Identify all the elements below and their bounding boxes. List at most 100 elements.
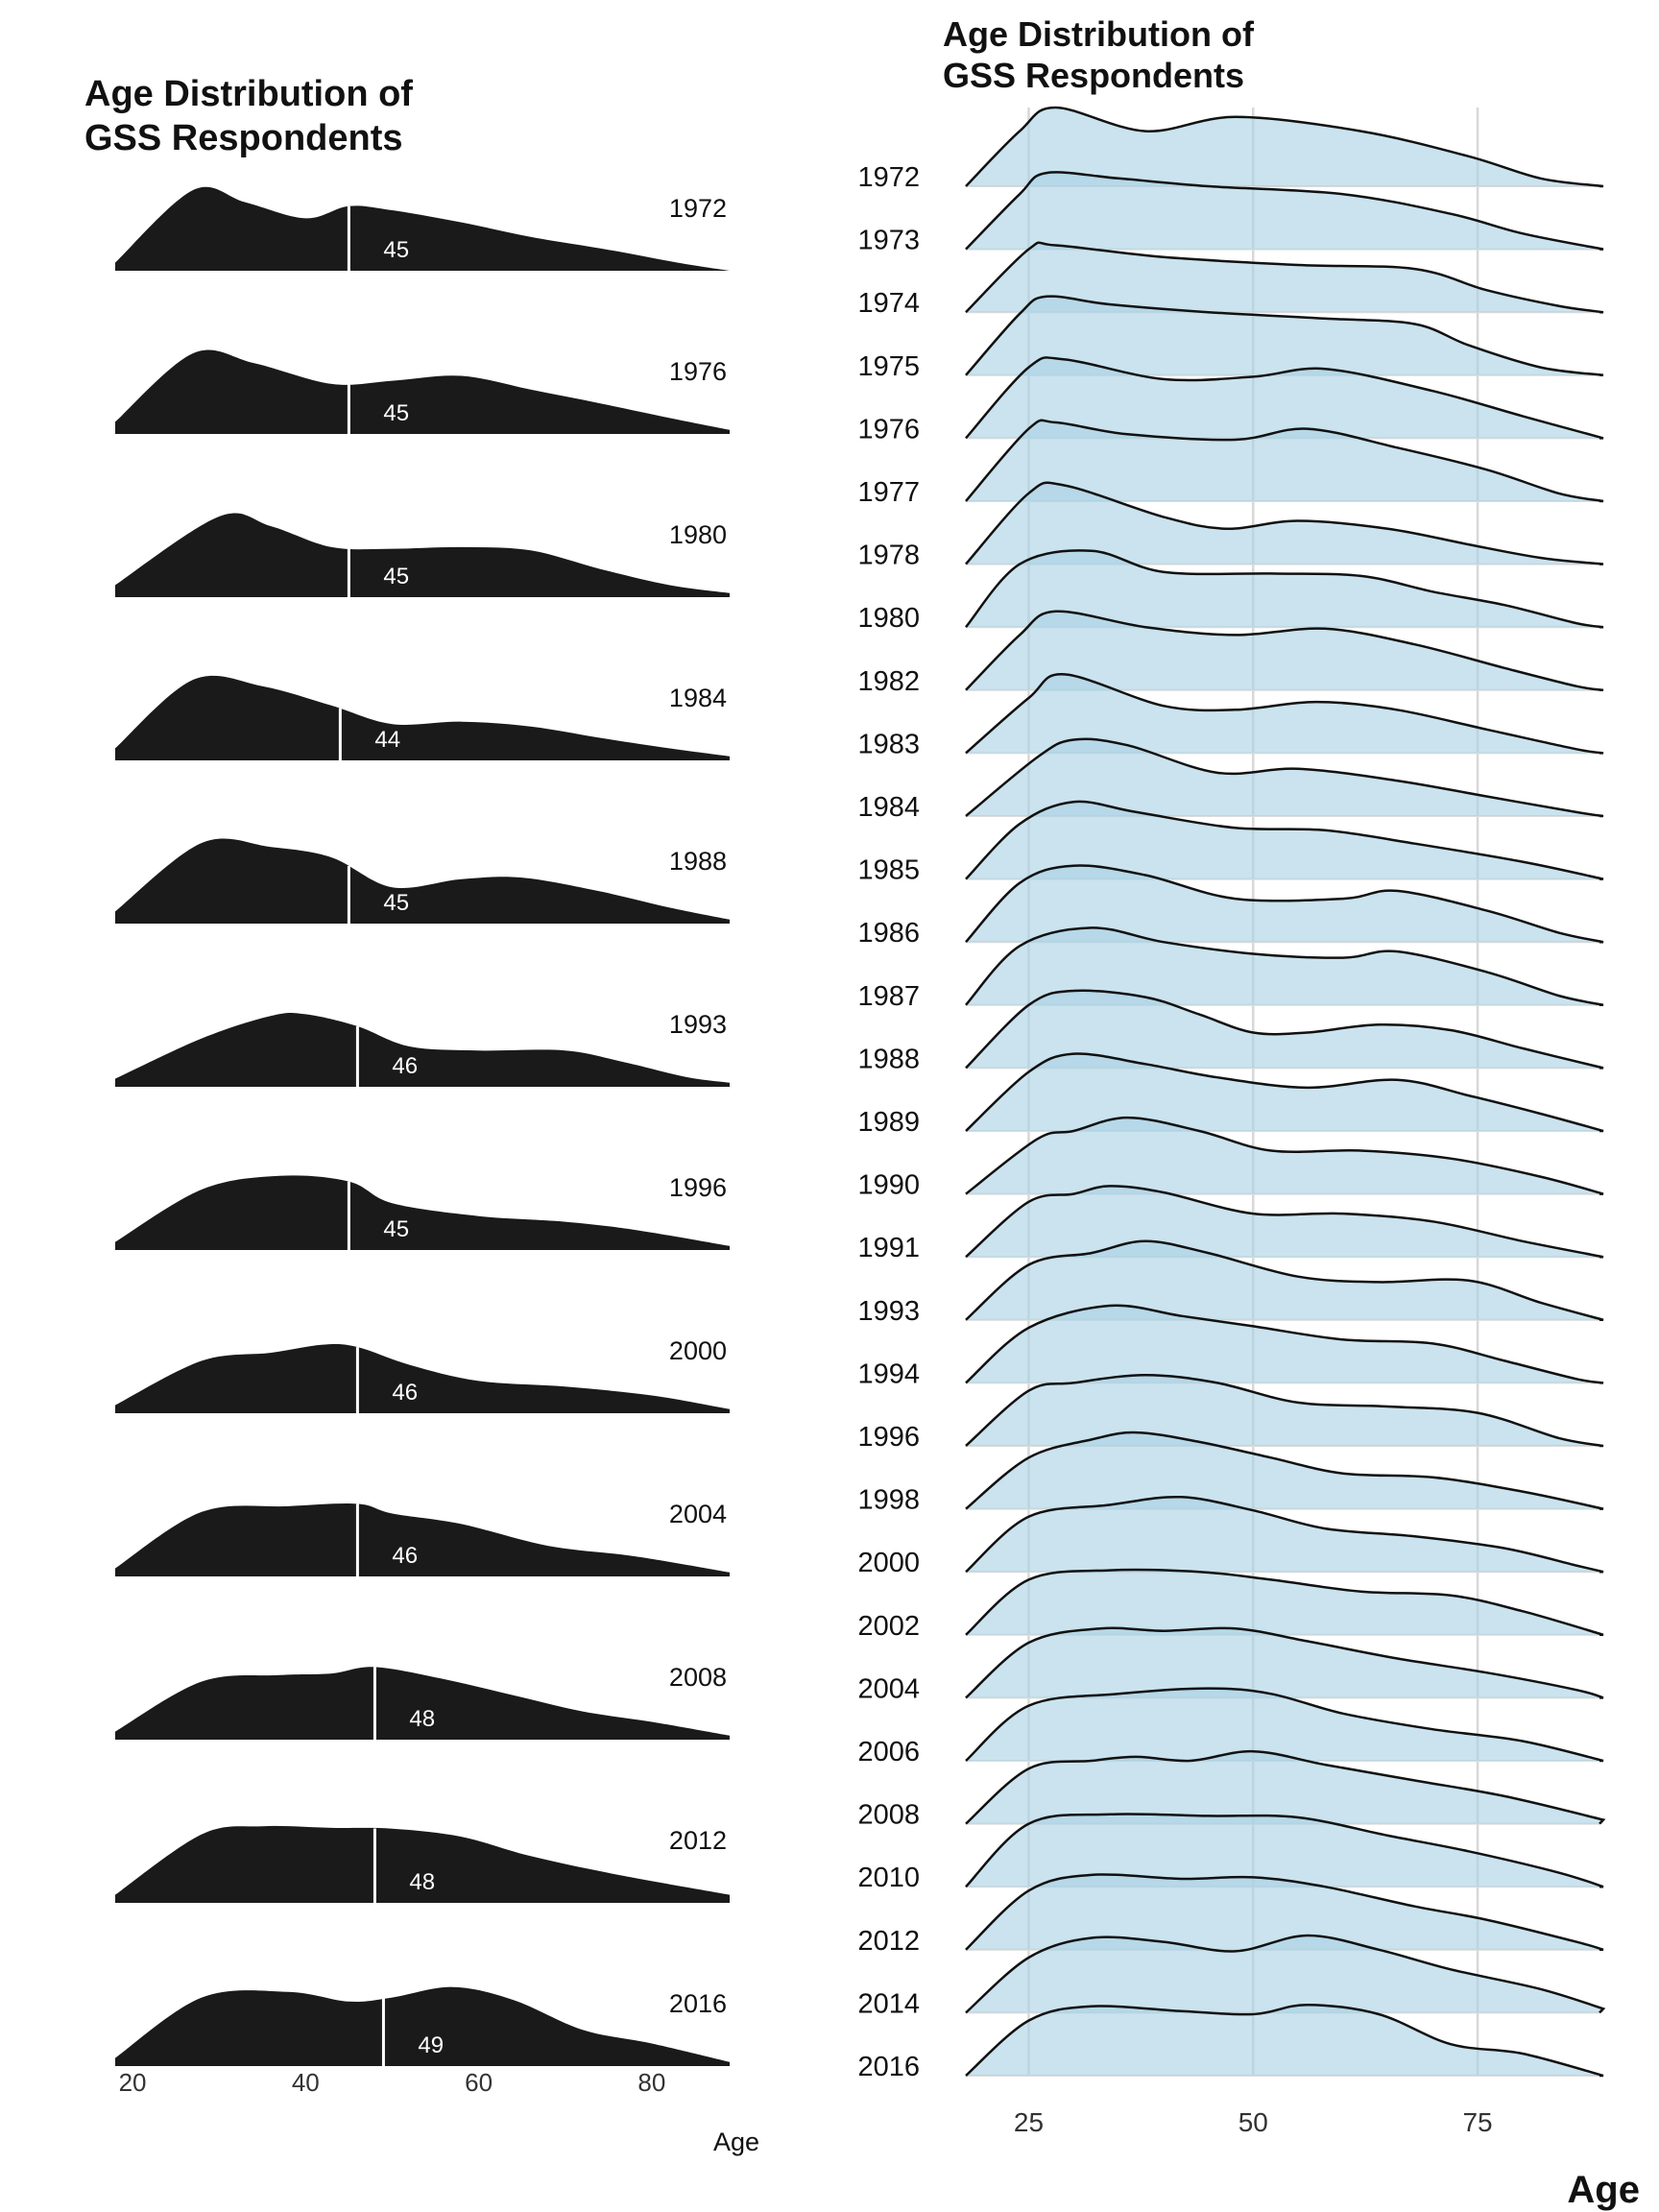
left-year-label: 1993 [669, 1010, 727, 1039]
left-year-label: 1996 [669, 1173, 727, 1202]
right-density-area [966, 1814, 1603, 1887]
left-year-label: 1988 [669, 847, 727, 876]
right-density-area [966, 108, 1603, 186]
left-year-label: 2000 [669, 1336, 727, 1365]
right-ridge-1974: 1974 [857, 241, 1604, 319]
right-density-area [966, 1570, 1603, 1635]
left-year-label: 2004 [669, 1500, 727, 1528]
left-median-label: 46 [392, 1053, 418, 1079]
right-density-area [966, 2005, 1603, 2076]
left-density-area [115, 1344, 730, 1413]
right-ridge-1978: 1978 [857, 481, 1604, 571]
right-density-area [966, 296, 1603, 375]
right-density-area [966, 1432, 1603, 1509]
left-density-area [115, 513, 730, 597]
left-median-label: 48 [409, 1706, 435, 1732]
right-density-line [965, 1626, 1604, 1699]
right-ridge-1991: 1991 [857, 1185, 1604, 1263]
right-year-label: 1984 [857, 792, 920, 823]
left-x-tick-label: 60 [465, 2068, 493, 2097]
left-ridge-1988: 45 1988 [115, 838, 730, 924]
right-density-line [965, 1304, 1604, 1384]
left-density-area [115, 186, 730, 271]
right-density-line [965, 989, 1604, 1070]
right-density-area [966, 1240, 1603, 1320]
right-density-area [966, 1874, 1603, 1950]
right-density-line [965, 1431, 1604, 1510]
right-density-line [965, 481, 1604, 565]
left-density-area [115, 349, 730, 434]
right-ridge-1977: 1977 [857, 419, 1604, 508]
right-density-line [965, 673, 1604, 755]
left-x-tick-label: 20 [119, 2068, 147, 2097]
left-median-label: 46 [392, 1543, 418, 1569]
left-density-area [115, 1503, 730, 1576]
right-density-line [965, 1495, 1604, 1574]
left-ridge-1972: 45 1972 [115, 186, 730, 271]
left-median-label: 45 [383, 1216, 409, 1242]
right-density-line [965, 2003, 1604, 2078]
right-density-area [966, 420, 1603, 501]
left-year-label: 2016 [669, 1989, 727, 2018]
right-year-label: 2008 [857, 1800, 920, 1831]
left-year-label: 1984 [669, 684, 727, 712]
right-year-label: 1998 [857, 1485, 920, 1516]
right-density-area [966, 801, 1603, 879]
right-density-area [966, 242, 1603, 313]
right-density-line [965, 106, 1604, 188]
right-density-area [966, 738, 1603, 816]
left-median-label: 44 [374, 727, 400, 753]
right-year-label: 2014 [857, 1988, 920, 2019]
right-ridge-2004: 2004 [857, 1626, 1604, 1704]
left-median-label: 48 [409, 1869, 435, 1895]
left-ridge-2016: 49 2016 [115, 1986, 730, 2066]
right-ridge-1972: 1972 [857, 106, 1604, 193]
right-density-area [966, 1375, 1603, 1446]
right-ridge-1989: 1989 [857, 1052, 1604, 1138]
right-chart-title-line-1: Age Distribution of [943, 14, 1255, 54]
right-year-label: 1980 [857, 603, 920, 634]
left-ridge-1984: 44 1984 [115, 675, 730, 760]
right-year-label: 1989 [857, 1107, 920, 1138]
right-year-label: 1996 [857, 1422, 920, 1453]
right-year-label: 1986 [857, 918, 920, 949]
left-ridge-1976: 45 1976 [115, 349, 730, 434]
right-year-label: 1985 [857, 855, 920, 886]
right-density-line [965, 1568, 1604, 1637]
left-density-area [115, 838, 730, 924]
left-ridge-1993: 46 1993 [115, 1010, 730, 1087]
left-density-area [115, 1667, 730, 1740]
right-year-label: 1978 [857, 541, 920, 571]
right-density-line [965, 549, 1604, 629]
right-ridge-1988: 1988 [857, 989, 1604, 1074]
right-density-area [966, 1688, 1603, 1761]
left-chart-title-line-1: Age Distribution of [84, 74, 413, 114]
right-ridge-1986: 1986 [857, 864, 1604, 949]
right-ridge-1998: 1998 [857, 1431, 1604, 1516]
right-year-label: 1977 [857, 477, 920, 508]
right-ridge-2012: 2012 [857, 1873, 1604, 1957]
left-panel: Age Distribution of GSS Respondents Age … [84, 74, 759, 2156]
right-density-area [966, 172, 1603, 250]
left-x-tick-label: 40 [292, 2068, 320, 2097]
right-density-line [965, 864, 1604, 944]
right-year-label: 2004 [857, 1673, 920, 1704]
left-year-label: 2012 [669, 1826, 727, 1855]
right-x-tick-label: 75 [1462, 2107, 1492, 2137]
left-median-label: 46 [392, 1380, 418, 1406]
right-density-line [965, 926, 1604, 1007]
right-density-line [965, 1116, 1604, 1195]
right-density-area [966, 1305, 1603, 1383]
right-x-tick-label: 25 [1014, 2107, 1044, 2137]
right-year-label: 1987 [857, 981, 920, 1012]
right-density-area [966, 1118, 1603, 1194]
right-density-line [965, 1185, 1604, 1259]
right-ridge-2016: 2016 [857, 2003, 1604, 2082]
right-ridge-2010: 2010 [857, 1813, 1604, 1893]
right-year-label: 1990 [857, 1170, 920, 1201]
left-chart-title-line-2: GSS Respondents [84, 118, 403, 158]
right-year-label: 2016 [857, 2052, 920, 2082]
right-density-area [966, 865, 1603, 943]
right-ridge-1973: 1973 [857, 171, 1604, 256]
